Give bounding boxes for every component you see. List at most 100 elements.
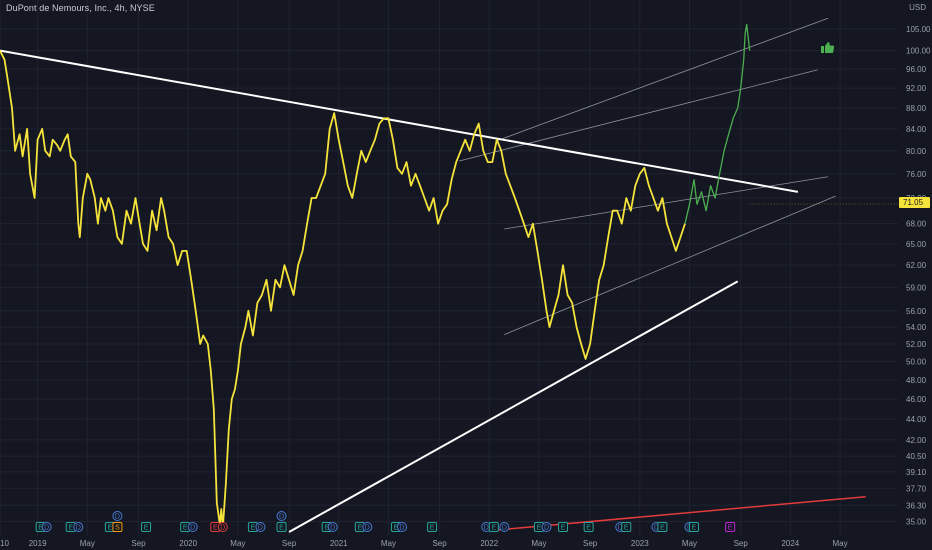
support-trendline[interactable] bbox=[288, 280, 739, 533]
time-tick-label: 2024 bbox=[781, 539, 799, 548]
dividend-marker[interactable]: D bbox=[541, 522, 552, 532]
price-tick-label: 42.00 bbox=[906, 436, 927, 445]
marker-letter: D bbox=[484, 525, 489, 532]
marker-letter: E bbox=[561, 525, 566, 532]
marker-shape bbox=[689, 522, 700, 532]
dividend-marker[interactable]: D bbox=[276, 511, 287, 521]
marker-letter: E bbox=[430, 525, 435, 532]
split-marker[interactable]: S bbox=[112, 522, 123, 532]
marker-shape bbox=[499, 522, 510, 532]
indicator-line[interactable] bbox=[489, 495, 866, 532]
dividend-marker[interactable]: D bbox=[255, 522, 266, 532]
event-markers[interactable]: DDEDEDESEEDEDEDEEDEDEDEDEDEDEEDEDEDEE bbox=[35, 511, 736, 532]
marker-letter: D bbox=[258, 525, 263, 532]
time-tick-label: 2023 bbox=[631, 539, 649, 548]
price-axis[interactable]: 105.00 100.00 96.00 92.00 88.00 84.00 80.00 76.… bbox=[898, 0, 932, 550]
dividend-marker[interactable]: D bbox=[327, 522, 338, 532]
channel-line[interactable] bbox=[504, 195, 836, 336]
earnings-marker[interactable]: E bbox=[141, 522, 152, 532]
dividend-marker[interactable]: D bbox=[396, 522, 407, 532]
price-tick-label: 46.00 bbox=[906, 395, 927, 404]
time-tick-label: Sep bbox=[282, 539, 297, 548]
marker-shape bbox=[217, 522, 228, 532]
channel-line[interactable] bbox=[504, 176, 829, 230]
price-tick-label: 36.30 bbox=[906, 501, 927, 510]
earnings-marker[interactable]: E bbox=[725, 522, 736, 532]
marker-letter: E bbox=[324, 525, 329, 532]
earnings-marker[interactable]: E bbox=[533, 522, 544, 532]
dividend-marker[interactable]: D bbox=[187, 522, 198, 532]
dividend-marker[interactable]: D bbox=[217, 522, 228, 532]
marker-letter: E bbox=[491, 525, 496, 532]
earnings-marker[interactable]: E bbox=[427, 522, 438, 532]
marker-letter: D bbox=[330, 525, 335, 532]
marker-shape bbox=[362, 522, 373, 532]
marker-letter: D bbox=[190, 525, 195, 532]
earnings-marker[interactable]: E bbox=[689, 522, 700, 532]
marker-letter: E bbox=[586, 525, 591, 532]
marker-letter: D bbox=[220, 525, 225, 532]
earnings-marker[interactable]: E bbox=[210, 522, 221, 532]
earnings-marker[interactable]: E bbox=[583, 522, 594, 532]
marker-shape bbox=[725, 522, 736, 532]
marker-shape bbox=[112, 522, 123, 532]
price-tick-label: 88.00 bbox=[906, 104, 927, 113]
marker-letter: D bbox=[618, 525, 623, 532]
channel-line[interactable] bbox=[496, 17, 829, 142]
dividend-marker[interactable]: D bbox=[112, 511, 123, 521]
channel-line[interactable] bbox=[459, 69, 818, 162]
time-tick-label: May bbox=[531, 539, 546, 548]
marker-letter: E bbox=[213, 525, 218, 532]
marker-letter: D bbox=[502, 525, 507, 532]
marker-letter: E bbox=[728, 525, 733, 532]
marker-letter: E bbox=[38, 525, 43, 532]
time-tick-label: 2019 bbox=[29, 539, 47, 548]
thumbs-up-icon bbox=[821, 42, 835, 53]
price-tick-label: 50.00 bbox=[906, 358, 927, 367]
resistance-trendline[interactable] bbox=[0, 49, 799, 193]
marker-shape bbox=[41, 522, 52, 532]
price-tick-label: 35.00 bbox=[906, 518, 927, 527]
marker-letter: D bbox=[44, 525, 49, 532]
trend-drawings[interactable] bbox=[0, 17, 866, 533]
time-tick-label: May bbox=[80, 539, 95, 548]
marker-shape bbox=[276, 511, 287, 521]
price-tick-label: 105.00 bbox=[906, 25, 931, 34]
time-axis[interactable]: 10 2019 May Sep 2020 May Sep 2021 May Sep 2022 May S… bbox=[0, 539, 848, 548]
time-tick-label: May bbox=[230, 539, 245, 548]
marker-shape bbox=[112, 511, 123, 521]
marker-shape bbox=[541, 522, 552, 532]
marker-letter: E bbox=[624, 525, 629, 532]
price-tick-label: 84.00 bbox=[906, 125, 927, 134]
earnings-marker[interactable]: E bbox=[276, 522, 287, 532]
marker-shape bbox=[558, 522, 569, 532]
earnings-marker[interactable]: E bbox=[657, 522, 668, 532]
price-series bbox=[0, 23, 751, 529]
marker-shape bbox=[657, 522, 668, 532]
price-tick-label: 56.00 bbox=[906, 307, 927, 316]
dividend-marker[interactable]: D bbox=[499, 522, 510, 532]
marker-shape bbox=[427, 522, 438, 532]
price-tick-label: 37.70 bbox=[906, 484, 927, 493]
marker-shape bbox=[621, 522, 632, 532]
earnings-marker[interactable]: E bbox=[621, 522, 632, 532]
marker-letter: D bbox=[76, 525, 81, 532]
marker-shape bbox=[276, 522, 287, 532]
price-tick-label: 65.00 bbox=[906, 240, 927, 249]
time-tick-label: May bbox=[381, 539, 396, 548]
marker-letter: D bbox=[365, 525, 370, 532]
dividend-marker[interactable]: D bbox=[73, 522, 84, 532]
price-tick-label: 62.00 bbox=[906, 261, 927, 270]
price-tick-label: 68.00 bbox=[906, 220, 927, 229]
earnings-marker[interactable]: E bbox=[488, 522, 499, 532]
time-tick-label: 2020 bbox=[179, 539, 197, 548]
time-tick-label: Sep bbox=[583, 539, 598, 548]
marker-shape bbox=[255, 522, 266, 532]
dividend-marker[interactable]: D bbox=[362, 522, 373, 532]
dividend-marker[interactable]: D bbox=[41, 522, 52, 532]
earnings-marker[interactable]: E bbox=[558, 522, 569, 532]
marker-letter: E bbox=[660, 525, 665, 532]
marker-letter: E bbox=[279, 525, 284, 532]
